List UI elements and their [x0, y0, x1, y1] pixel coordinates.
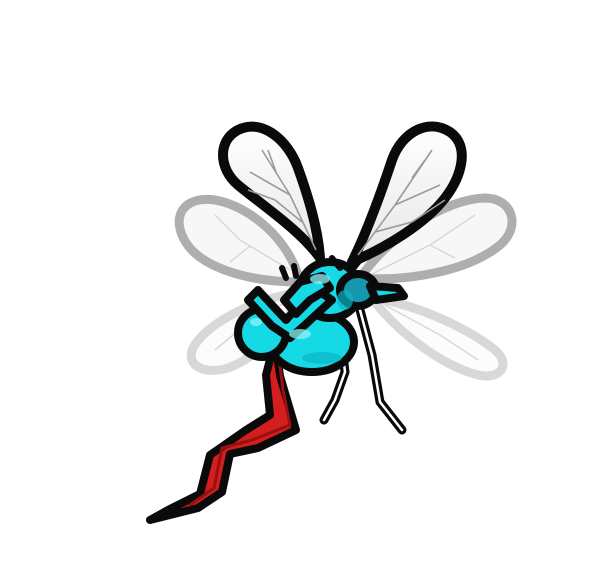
antenna-left: [329, 255, 343, 271]
leg-stubs: [279, 263, 299, 281]
antennae: [329, 255, 363, 273]
body-shadows: [302, 290, 353, 364]
upper-arm: [280, 272, 334, 318]
wing-left-veins: [247, 149, 317, 251]
wing-right: [347, 121, 467, 267]
wing-right-veins: [357, 149, 446, 256]
red-leg: [146, 336, 300, 524]
ghost-wing-left-upper: [174, 194, 305, 287]
ghost-wing-right-lower: [367, 293, 508, 381]
antenna-right: [349, 257, 363, 273]
proboscis: [366, 282, 408, 304]
wing-left: [218, 121, 325, 263]
rear-leg-1-inner: [358, 308, 404, 432]
body-highlights: [250, 274, 330, 339]
